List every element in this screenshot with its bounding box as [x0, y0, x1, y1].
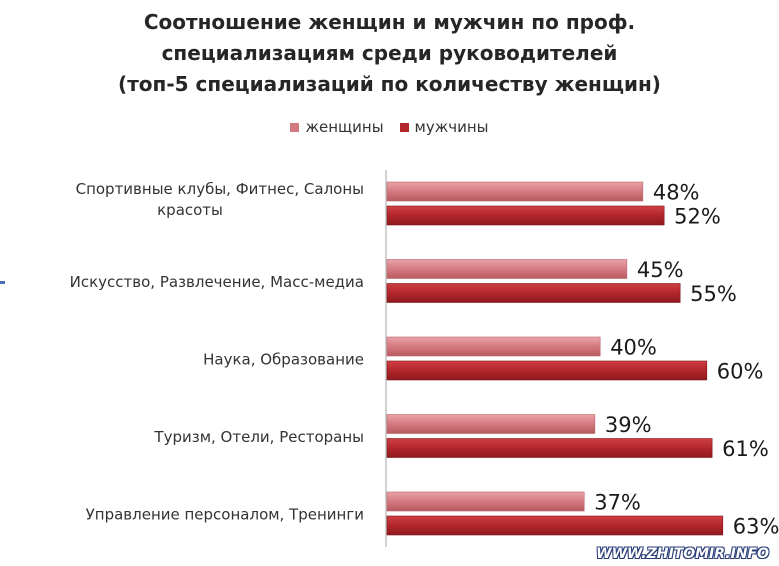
- category-label: Туризм, Отели, Рестораны: [153, 428, 364, 446]
- bar-women: [386, 491, 585, 512]
- legend-swatch-women: [290, 122, 300, 132]
- bar-men: [386, 438, 713, 458]
- bar-men: [386, 360, 708, 381]
- bar-women: [386, 259, 628, 279]
- data-label-men: 60%: [717, 360, 764, 384]
- watermark: WWW.ZHITOMIR.INFO: [596, 546, 769, 562]
- legend-item-women: женщины: [290, 118, 384, 136]
- category-label: Наука, Образование: [203, 351, 364, 369]
- bar-men: [386, 205, 665, 226]
- data-label-women: 45%: [637, 258, 684, 282]
- legend-swatch-men: [399, 122, 409, 132]
- data-label-women: 39%: [605, 413, 652, 437]
- bar-men: [386, 283, 681, 303]
- category-label: Управление персоналом, Тренинги: [86, 506, 364, 524]
- category-label: Искусство, Развлечение, Масс-медиа: [70, 273, 364, 291]
- data-label-women: 48%: [653, 181, 700, 205]
- bar-women: [386, 181, 644, 202]
- legend-label-women: женщины: [305, 118, 384, 136]
- data-label-men: 55%: [690, 282, 737, 306]
- bars-layer: Спортивные клубы, Фитнес, Салоны красоты 4…: [70, 180, 779, 539]
- slide-marker: [0, 281, 5, 284]
- data-label-men: 63%: [733, 515, 779, 539]
- bar-men: [386, 515, 724, 536]
- legend-label-men: мужчины: [414, 118, 489, 136]
- chart-title-line-3: (топ-5 специализаций по количеству женщи…: [118, 72, 661, 96]
- category-label: красоты: [157, 201, 223, 219]
- chart-title-line-2: специализациям среди руководителей: [161, 41, 618, 65]
- category-label: Спортивные клубы, Фитнес, Салоны: [76, 180, 364, 198]
- chart-title-line-1: Соотношение женщин и мужчин по проф.: [143, 10, 636, 34]
- data-label-men: 61%: [722, 437, 769, 461]
- data-label-women: 37%: [594, 491, 641, 515]
- legend-item-men: мужчины: [399, 118, 489, 136]
- bar-women: [386, 414, 596, 434]
- data-label-men: 52%: [674, 205, 721, 229]
- chart-legend: женщины мужчины: [0, 118, 779, 136]
- bar-women: [386, 336, 601, 357]
- data-label-women: 40%: [610, 336, 657, 360]
